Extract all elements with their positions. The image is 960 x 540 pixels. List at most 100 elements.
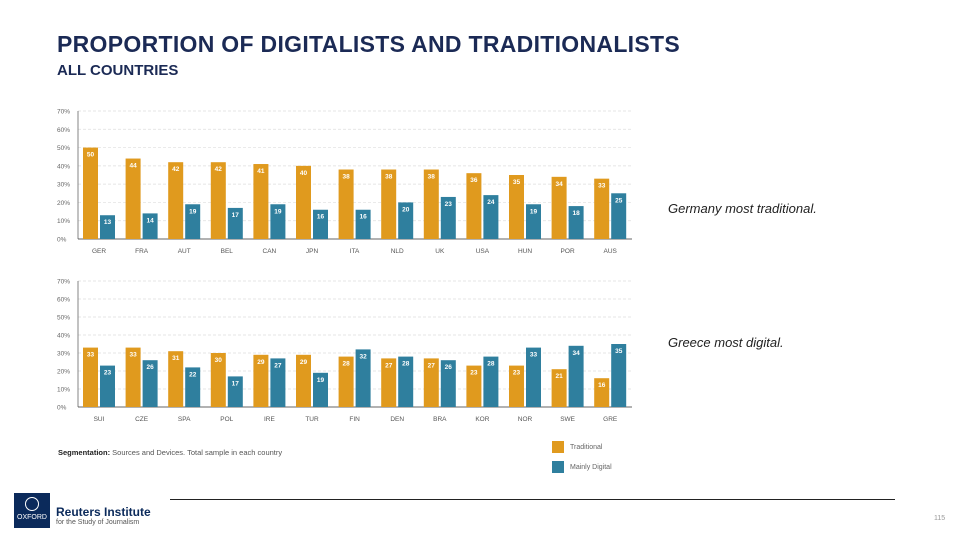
data-label: 29 — [257, 359, 265, 366]
bar-traditional — [168, 162, 184, 239]
bar-digital — [483, 356, 499, 407]
bar-traditional — [594, 378, 610, 407]
data-label: 40 — [300, 170, 308, 177]
page-title: PROPORTION OF DIGITALISTS AND TRADITIONA… — [57, 31, 680, 57]
bar-digital — [270, 204, 286, 239]
page-subtitle: ALL COUNTRIES — [57, 62, 179, 79]
bar-traditional — [551, 176, 567, 239]
bar-traditional — [381, 358, 397, 407]
bar-traditional — [83, 147, 98, 239]
data-label: 35 — [615, 348, 623, 355]
x-tick-label: GER — [92, 248, 106, 255]
data-label: 32 — [359, 353, 367, 360]
x-tick-label: SUI — [94, 416, 105, 423]
bar-traditional — [253, 354, 269, 407]
bar-traditional — [253, 164, 269, 239]
bar-traditional — [210, 353, 226, 407]
legend-digital: Mainly Digital — [552, 461, 612, 473]
data-label: 28 — [487, 361, 495, 368]
data-label: 31 — [172, 355, 180, 362]
segmentation-text: Sources and Devices. Total sample in eac… — [110, 448, 283, 457]
bar-traditional — [296, 354, 311, 407]
data-label: 16 — [598, 382, 606, 389]
x-tick-label: UK — [435, 248, 445, 255]
data-label: 18 — [572, 210, 580, 217]
data-label: 33 — [87, 352, 95, 359]
bar-traditional — [381, 169, 397, 239]
data-label: 23 — [445, 201, 453, 208]
data-label: 34 — [555, 181, 563, 188]
y-tick-label: 60% — [57, 297, 70, 304]
y-tick-label: 30% — [57, 351, 70, 358]
y-tick-label: 40% — [57, 163, 70, 170]
data-label: 33 — [530, 352, 538, 359]
bar-digital — [398, 202, 414, 239]
bar-digital — [440, 196, 456, 239]
data-label: 26 — [445, 364, 453, 371]
bar-traditional — [509, 175, 524, 239]
y-tick-label: 20% — [57, 200, 70, 207]
x-tick-label: BRA — [433, 416, 447, 423]
data-label: 27 — [385, 362, 393, 369]
bar-digital — [313, 372, 328, 407]
x-tick-label: ITA — [350, 248, 360, 255]
bar-traditional — [168, 351, 184, 407]
y-tick-label: 50% — [57, 315, 70, 322]
data-label: 17 — [232, 212, 240, 219]
y-tick-label: 30% — [57, 182, 70, 189]
y-tick-label: 0% — [57, 405, 67, 412]
x-tick-label: CZE — [135, 416, 149, 423]
bar-traditional — [210, 162, 226, 239]
data-label: 34 — [572, 350, 580, 357]
x-tick-label: AUS — [604, 248, 618, 255]
bar-digital — [568, 206, 584, 239]
legend-swatch — [552, 461, 564, 473]
bar-digital — [483, 195, 499, 239]
x-tick-label: TUR — [305, 416, 319, 423]
data-label: 38 — [342, 174, 350, 181]
data-label: 17 — [232, 380, 240, 387]
y-tick-label: 50% — [57, 145, 70, 152]
data-label: 28 — [342, 361, 350, 368]
data-label: 27 — [274, 362, 282, 369]
data-label: 30 — [215, 357, 223, 364]
legend-traditional: Traditional — [552, 441, 602, 453]
y-tick-label: 0% — [57, 237, 67, 244]
bar-traditional — [551, 369, 567, 407]
segmentation-note: Segmentation: Sources and Devices. Total… — [58, 448, 282, 457]
data-label: 20 — [402, 206, 410, 213]
y-tick-label: 10% — [57, 387, 70, 394]
data-label: 27 — [428, 362, 436, 369]
bar-digital — [611, 193, 627, 239]
bar-digital — [526, 347, 541, 407]
data-label: 19 — [317, 377, 325, 384]
data-label: 25 — [615, 197, 623, 204]
data-label: 44 — [129, 163, 137, 170]
bar-traditional — [466, 365, 482, 407]
x-tick-label: CAN — [263, 248, 277, 255]
x-tick-label: USA — [476, 248, 490, 255]
data-label: 29 — [300, 359, 308, 366]
x-tick-label: GRE — [603, 416, 618, 423]
legend-label: Mainly Digital — [570, 463, 612, 471]
note-germany: Germany most traditional. — [668, 201, 817, 216]
legend-label: Traditional — [570, 443, 603, 451]
crest-icon — [25, 497, 39, 511]
data-label: 35 — [513, 179, 521, 186]
x-tick-label: NOR — [518, 416, 533, 423]
data-label: 23 — [470, 370, 478, 377]
x-tick-label: FIN — [349, 416, 360, 423]
bar-traditional — [338, 356, 354, 407]
bar-digital — [227, 376, 243, 407]
data-label: 50 — [87, 152, 95, 159]
legend-swatch — [552, 441, 564, 453]
bar-digital — [185, 204, 201, 239]
bar-digital — [611, 344, 627, 407]
bar-digital — [227, 207, 243, 239]
bar-digital — [100, 365, 115, 407]
bar-traditional — [594, 178, 610, 239]
data-label: 33 — [129, 352, 137, 359]
bar-digital — [568, 345, 584, 407]
data-label: 14 — [146, 217, 154, 224]
